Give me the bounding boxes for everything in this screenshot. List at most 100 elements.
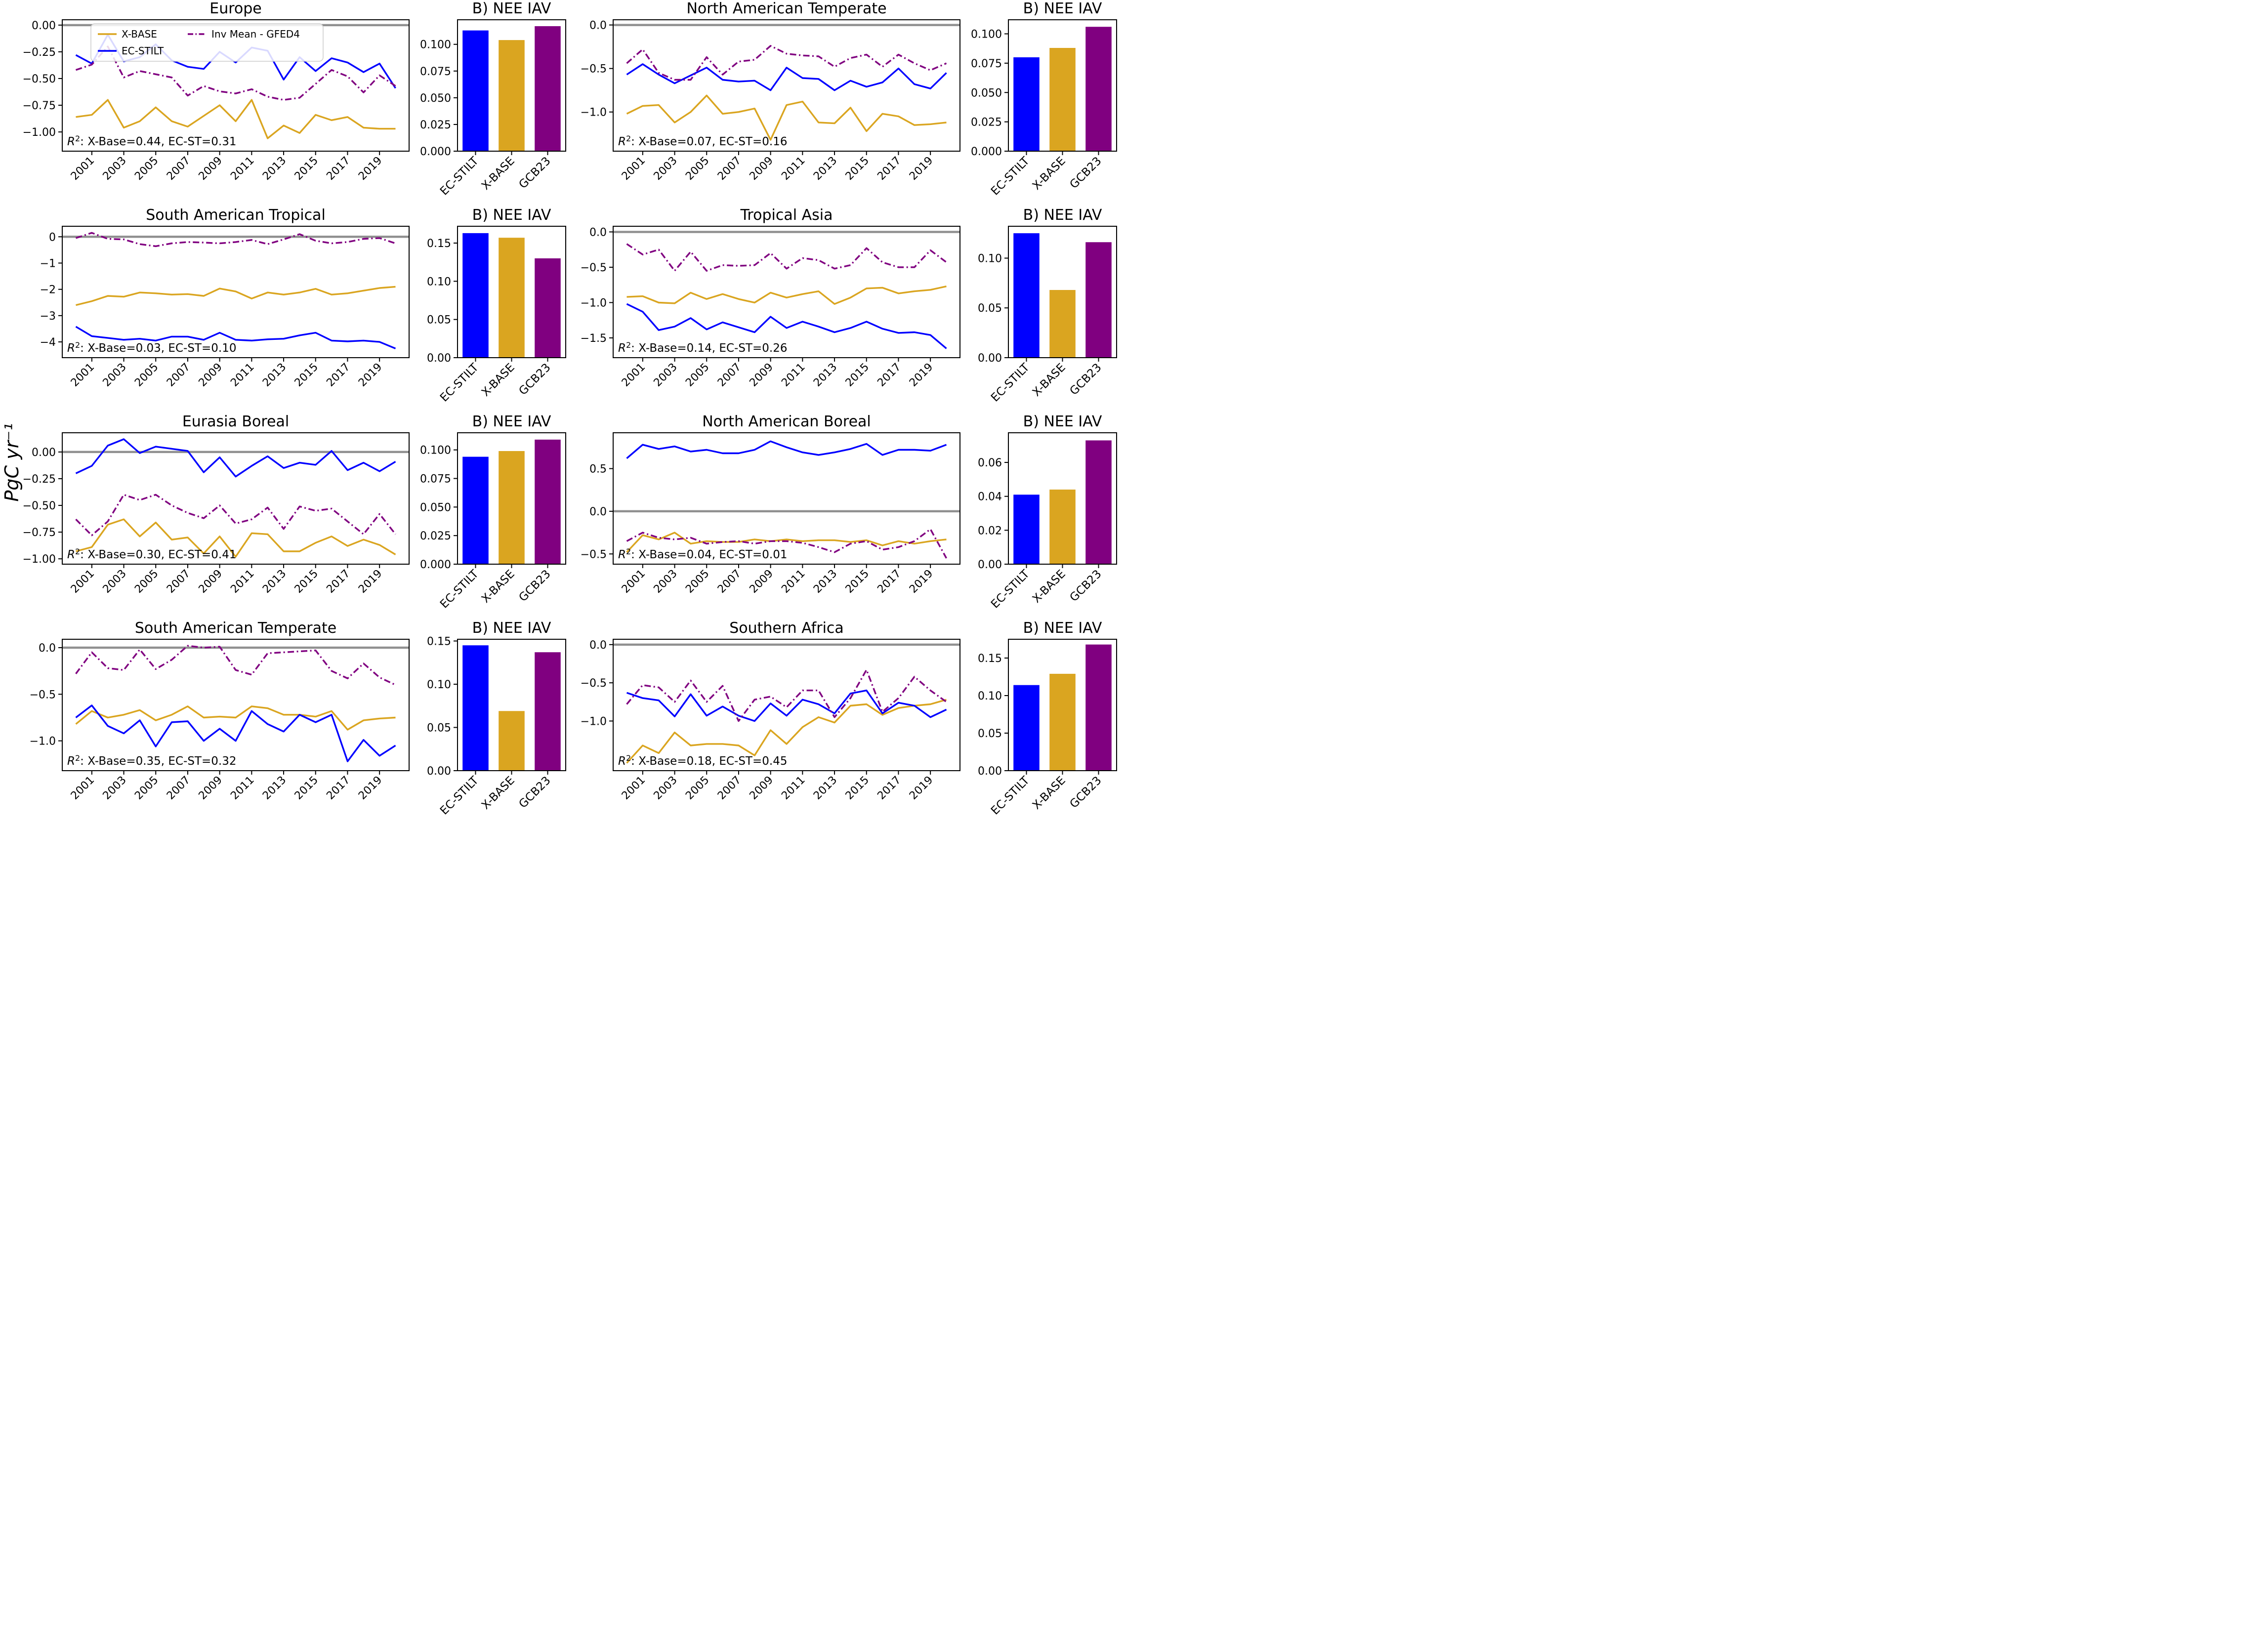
- svg-text:0.025: 0.025: [420, 119, 451, 131]
- svg-text:2015: 2015: [843, 361, 872, 389]
- bar-panel-title: B) NEE IAV: [1023, 620, 1102, 637]
- figure-row-2: 0 −1 −2 −3 −4 2001 2003 2005 2007 2009 2011 2013 201…: [23, 206, 1125, 413]
- bar-x-base: [1049, 48, 1076, 151]
- svg-text:−1.0: −1.0: [581, 715, 607, 728]
- legend-box: [90, 23, 324, 62]
- svg-text:2003: 2003: [101, 155, 129, 183]
- figure-row-3: 0.00 −0.25 −0.50 −0.75 −1.00 2001 2003 2005 2007…: [23, 413, 1125, 620]
- svg-text:2015: 2015: [292, 155, 321, 183]
- bar-panel-title: B) NEE IAV: [1023, 206, 1102, 224]
- svg-text:2013: 2013: [811, 568, 839, 596]
- bar-x-base: [499, 711, 525, 771]
- svg-text:−0.25: −0.25: [23, 473, 56, 486]
- r2-annotation: R2: X-Base=0.14, EC-ST=0.26: [618, 340, 787, 355]
- svg-text:0.05: 0.05: [978, 728, 1002, 740]
- panel-title: North American Boreal: [702, 413, 871, 430]
- svg-text:2015: 2015: [843, 568, 872, 596]
- svg-text:2009: 2009: [748, 155, 776, 183]
- bar-gcb23: [1085, 27, 1112, 151]
- svg-text:2001: 2001: [620, 361, 648, 389]
- svg-text:2003: 2003: [652, 155, 680, 183]
- svg-text:2009: 2009: [748, 774, 776, 802]
- bar-ec-stilt: [1013, 685, 1040, 771]
- bar-tick-label-x-base: X-BASE: [479, 361, 517, 399]
- svg-text:0.05: 0.05: [427, 722, 451, 735]
- svg-text:2007: 2007: [715, 774, 744, 802]
- svg-text:0.10: 0.10: [427, 679, 451, 691]
- svg-text:2017: 2017: [324, 774, 352, 802]
- svg-text:0.0: 0.0: [589, 639, 607, 652]
- bar-gcb23: [1085, 242, 1112, 358]
- svg-text:2001: 2001: [69, 774, 97, 802]
- series-x-base: [76, 99, 396, 139]
- legend-label-ec-stilt: EC-STILT: [122, 45, 164, 57]
- svg-text:0.100: 0.100: [971, 29, 1002, 41]
- bar-tick-label-ec-stilt: EC-STILT: [989, 154, 1032, 198]
- svg-text:0.05: 0.05: [427, 314, 451, 327]
- svg-text:−1: −1: [40, 257, 56, 270]
- bar-tick-label-x-base: X-BASE: [479, 568, 517, 606]
- svg-text:−0.5: −0.5: [581, 262, 607, 274]
- bar-panel-title: B) NEE IAV: [472, 413, 551, 430]
- svg-text:0.5: 0.5: [589, 463, 607, 476]
- series-inv-mean-gfed4: [626, 243, 947, 272]
- svg-text:2013: 2013: [811, 774, 839, 802]
- svg-text:−0.75: −0.75: [23, 100, 56, 112]
- svg-text:2003: 2003: [652, 361, 680, 389]
- panel-title: Southern Africa: [729, 620, 844, 637]
- svg-text:2017: 2017: [875, 155, 903, 183]
- svg-text:−1.0: −1.0: [581, 107, 607, 119]
- bar-tick-label-x-base: X-BASE: [1030, 568, 1068, 606]
- svg-text:2007: 2007: [165, 361, 193, 389]
- series-inv-mean-gfed4: [75, 645, 396, 686]
- svg-text:0.00: 0.00: [427, 352, 451, 365]
- svg-text:2019: 2019: [907, 361, 935, 389]
- bar-chart-eurasia-boreal: 0.000 0.025 0.050 0.075 0.100 EC-STILTX-BASEG…: [420, 413, 566, 611]
- svg-text:0.05: 0.05: [978, 302, 1002, 315]
- r2-annotation: R2: X-Base=0.07, EC-ST=0.16: [618, 134, 787, 148]
- bar-tick-label-x-base: X-BASE: [1030, 361, 1068, 399]
- bar-ec-stilt: [1013, 233, 1040, 358]
- svg-text:2019: 2019: [356, 361, 384, 389]
- legend-label-inv-mean-gfed4: Inv Mean - GFED4: [211, 28, 300, 40]
- svg-text:2013: 2013: [260, 361, 289, 389]
- bar-tick-label-ec-stilt: EC-STILT: [989, 361, 1032, 404]
- svg-text:2011: 2011: [779, 361, 807, 389]
- r2-annotation: R2: X-Base=0.44, EC-ST=0.31: [67, 134, 236, 148]
- series-ec-stilt: [626, 303, 947, 349]
- panel-title: Eurasia Boreal: [182, 413, 289, 430]
- bar-chart-north-american-temperate: 0.000 0.025 0.050 0.075 0.100 EC-STILTX-BASEG…: [971, 0, 1117, 198]
- svg-text:2005: 2005: [132, 568, 161, 596]
- svg-text:2011: 2011: [779, 155, 807, 183]
- svg-text:−1.0: −1.0: [581, 297, 607, 309]
- svg-text:2013: 2013: [260, 155, 289, 183]
- figure-row-1: 0.00 −0.25 −0.50 −0.75 −1.00 2001 2003 2005 2007…: [23, 0, 1125, 206]
- svg-text:0.00: 0.00: [427, 765, 451, 778]
- bar-ec-stilt: [462, 30, 489, 152]
- svg-text:2009: 2009: [197, 774, 225, 802]
- svg-text:2019: 2019: [356, 568, 384, 596]
- svg-text:2005: 2005: [683, 774, 711, 802]
- series-inv-mean-gfed4: [626, 45, 947, 81]
- svg-text:2019: 2019: [907, 568, 935, 596]
- svg-text:2013: 2013: [811, 361, 839, 389]
- svg-text:2007: 2007: [165, 774, 193, 802]
- series-x-base: [75, 705, 396, 731]
- svg-text:0.04: 0.04: [978, 491, 1002, 503]
- svg-text:0.075: 0.075: [420, 66, 451, 78]
- svg-text:−1.00: −1.00: [23, 126, 56, 139]
- svg-text:2009: 2009: [197, 155, 225, 183]
- svg-text:2009: 2009: [197, 361, 225, 389]
- svg-text:0.00: 0.00: [32, 20, 56, 32]
- bar-ec-stilt: [1013, 495, 1040, 564]
- svg-text:2017: 2017: [324, 155, 352, 183]
- bar-panel-title: B) NEE IAV: [1023, 413, 1102, 430]
- svg-text:0.02: 0.02: [978, 525, 1002, 537]
- svg-text:0.10: 0.10: [978, 252, 1002, 265]
- svg-text:2013: 2013: [260, 774, 289, 802]
- svg-text:0.0: 0.0: [589, 226, 607, 239]
- series-ec-stilt: [626, 440, 947, 459]
